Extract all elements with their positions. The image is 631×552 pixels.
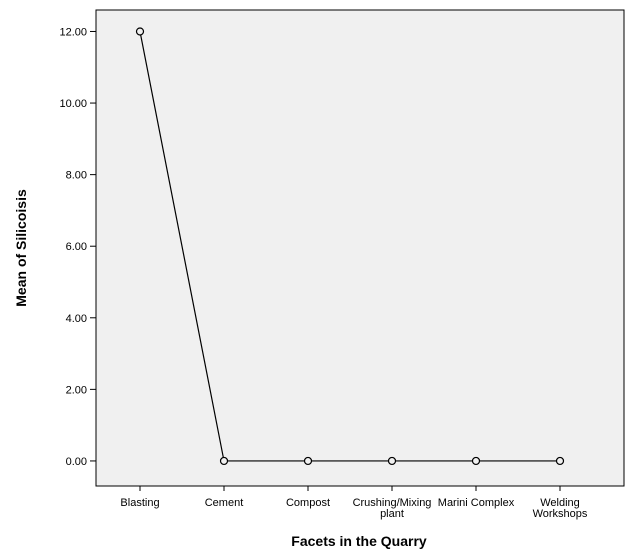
x-tick-label-line: Workshops (533, 508, 588, 520)
y-tick-label: 12.00 (59, 26, 87, 38)
x-tick-label: Compost (286, 497, 330, 509)
x-tick-label: Blasting (120, 497, 159, 509)
y-tick-label: 0.00 (66, 456, 87, 468)
x-tick-label-line: Blasting (120, 497, 159, 509)
x-tick-label-line: plant (380, 508, 404, 520)
x-tick-label-line: Compost (286, 497, 330, 509)
x-axis: Blasting Cement Compost Crushing/Mixing plan… (120, 486, 587, 520)
data-point (305, 457, 312, 464)
y-axis: 0.00 2.00 4.00 6.00 8.00 10.00 12.00 (59, 26, 96, 467)
x-axis-title: Facets in the Quarry (291, 533, 427, 549)
y-axis-title: Mean of Silicoisis (13, 189, 29, 307)
y-tick-label: 6.00 (66, 241, 87, 253)
data-point (221, 457, 228, 464)
x-tick-label: Marini Complex (438, 497, 515, 509)
y-tick-label: 4.00 (66, 313, 87, 325)
y-tick-label: 8.00 (66, 170, 87, 182)
data-point (137, 28, 144, 35)
data-point (389, 457, 396, 464)
data-point (557, 457, 564, 464)
y-tick-label: 2.00 (66, 384, 87, 396)
x-tick-label: Crushing/Mixing plant (353, 497, 432, 520)
x-tick-label-line: Cement (205, 497, 244, 509)
data-point (473, 457, 480, 464)
x-tick-label: Welding Workshops (533, 497, 588, 520)
x-tick-label-line: Marini Complex (438, 497, 515, 509)
x-tick-label: Cement (205, 497, 244, 509)
y-tick-label: 10.00 (59, 98, 87, 110)
plot-area (96, 10, 624, 486)
